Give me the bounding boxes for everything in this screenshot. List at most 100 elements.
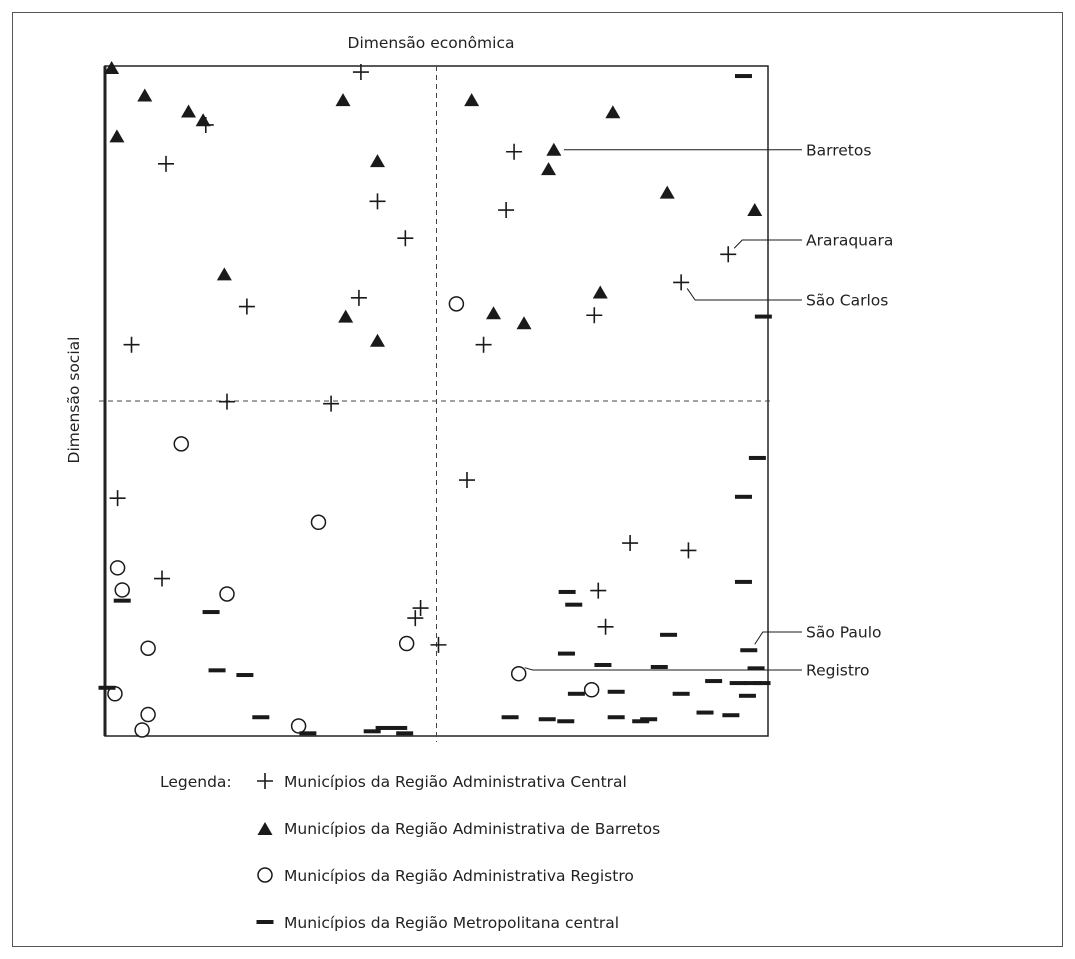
point-plus xyxy=(622,535,639,552)
point-triangle xyxy=(659,185,675,199)
point-dash xyxy=(208,668,226,673)
point-triangle xyxy=(369,154,385,168)
annotation-label: Barretos xyxy=(806,142,871,160)
point-plus xyxy=(238,298,255,315)
point-dash xyxy=(632,719,650,724)
point-dash xyxy=(747,666,765,671)
point-circle xyxy=(134,722,150,738)
point-dash xyxy=(375,725,393,730)
point-triangle xyxy=(486,306,502,320)
point-triangle xyxy=(546,142,562,156)
point-dash xyxy=(607,715,625,720)
point-circle xyxy=(448,296,465,312)
point-plus xyxy=(597,618,614,635)
annotation-leader xyxy=(686,288,802,301)
point-plus xyxy=(412,600,429,617)
point-plus xyxy=(109,490,126,507)
point-dash xyxy=(594,662,612,667)
annotation-leader xyxy=(524,667,802,671)
legend-marker-dash xyxy=(256,920,274,924)
annotation-label: São Paulo xyxy=(806,624,882,642)
point-triangle xyxy=(338,309,354,323)
point-dash xyxy=(236,673,254,678)
legend-marker-plus xyxy=(257,773,273,789)
legend-label: Municípios da Região Administrativa de B… xyxy=(284,820,660,838)
point-triangle xyxy=(464,93,480,107)
point-plus xyxy=(430,636,447,653)
legend-marker-circle xyxy=(257,867,273,883)
point-plus xyxy=(680,542,697,559)
point-plus xyxy=(369,193,386,210)
point-plus xyxy=(720,246,737,263)
annotation-leader xyxy=(733,239,802,249)
annotation-label: Registro xyxy=(806,662,869,680)
point-circle xyxy=(510,665,527,682)
point-triangle xyxy=(109,129,125,143)
point-dash xyxy=(738,693,756,698)
point-plus xyxy=(498,202,515,219)
point-triangle xyxy=(181,104,197,118)
point-dash xyxy=(557,719,575,724)
point-dash xyxy=(538,717,556,722)
point-dash xyxy=(740,648,758,653)
point-plus xyxy=(590,582,607,599)
point-dash xyxy=(607,689,625,694)
point-dash xyxy=(113,598,131,603)
point-dash xyxy=(501,715,519,720)
point-triangle xyxy=(592,285,608,299)
point-dash xyxy=(565,602,583,607)
point-triangle xyxy=(137,88,153,102)
data-points xyxy=(98,61,772,738)
point-plus xyxy=(352,64,369,81)
point-circle xyxy=(583,682,600,698)
point-circle xyxy=(219,586,235,602)
point-plus xyxy=(586,307,603,324)
point-triangle xyxy=(195,113,211,127)
point-circle xyxy=(140,640,156,656)
point-dash xyxy=(98,685,116,690)
point-plus xyxy=(154,570,171,587)
point-plus xyxy=(350,289,367,306)
point-dash xyxy=(734,494,752,499)
point-plus xyxy=(407,610,424,627)
x-axis-title: Dimensão econômica xyxy=(348,34,515,52)
point-dash xyxy=(748,455,766,460)
annotation-leader xyxy=(754,631,802,645)
annotation-label: Araraquara xyxy=(806,232,893,250)
point-dash xyxy=(202,610,220,615)
point-plus xyxy=(673,274,690,291)
point-triangle xyxy=(605,105,621,119)
point-circle xyxy=(290,718,307,734)
point-plus xyxy=(123,336,140,353)
point-triangle xyxy=(516,316,532,330)
point-plus xyxy=(323,395,340,412)
annotation-label: São Carlos xyxy=(806,292,888,310)
annotations: Barretos Araraquara São Carlos São Paulo Reg… xyxy=(524,142,893,680)
point-dash xyxy=(722,713,740,718)
point-circle xyxy=(310,514,327,531)
point-dash xyxy=(744,681,762,686)
point-dash xyxy=(734,74,752,79)
legend: Legenda: Municípios da Região Administra… xyxy=(160,773,660,932)
point-plus xyxy=(397,230,414,247)
outer-border xyxy=(12,12,1063,947)
point-dash xyxy=(753,681,771,686)
point-dash xyxy=(640,717,658,722)
point-dash xyxy=(734,579,752,584)
point-circle xyxy=(140,706,156,723)
point-dash xyxy=(696,710,714,715)
point-plus xyxy=(475,336,492,353)
legend-prefix: Legenda: xyxy=(160,773,232,791)
point-triangle xyxy=(335,93,351,107)
legend-label: Municípios da Região Metropolitana centr… xyxy=(284,914,619,932)
point-triangle xyxy=(216,267,232,281)
point-dash xyxy=(650,664,668,669)
point-triangle xyxy=(747,203,763,217)
point-dash xyxy=(705,679,723,684)
point-dash xyxy=(754,314,772,319)
point-plus xyxy=(506,143,523,160)
point-triangle xyxy=(104,61,120,75)
point-circle xyxy=(173,436,189,452)
point-dash xyxy=(660,632,678,637)
